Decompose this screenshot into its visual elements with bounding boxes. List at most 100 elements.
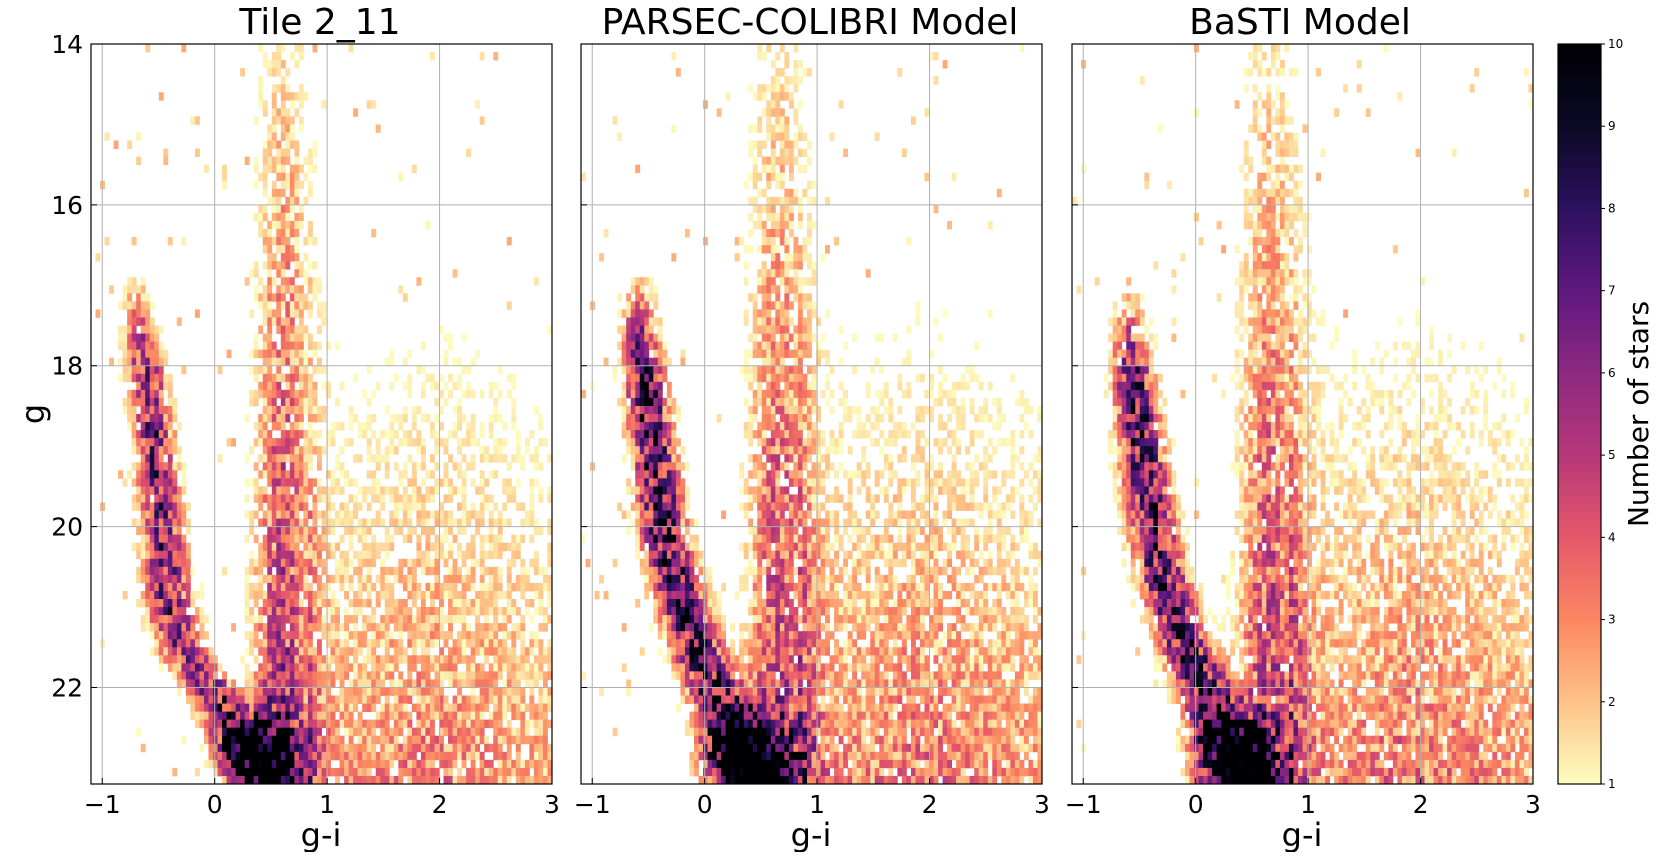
heatmap-cell [285, 607, 290, 615]
heatmap-cell [793, 157, 798, 165]
heatmap-cell [543, 752, 548, 760]
heatmap-cell [484, 776, 489, 784]
heatmap-cell [322, 535, 327, 543]
heatmap-cell [631, 342, 636, 350]
heatmap-cell [631, 382, 636, 390]
heatmap-cell [272, 221, 277, 229]
heatmap-cell [631, 374, 636, 382]
heatmap-cell [290, 221, 295, 229]
heatmap-cell [389, 615, 394, 623]
heatmap-cell [308, 486, 313, 494]
heatmap-cell [303, 567, 308, 575]
heatmap-cell [952, 398, 957, 406]
heatmap-cell [276, 197, 281, 205]
heatmap-cell [394, 728, 399, 736]
heatmap-cell [303, 470, 308, 478]
heatmap-cell [434, 551, 439, 559]
heatmap-cell [362, 728, 367, 736]
heatmap-cell [412, 776, 417, 784]
heatmap-cell [412, 527, 417, 535]
heatmap-cell [775, 108, 780, 116]
heatmap-cell [798, 165, 803, 173]
heatmap-cell [1006, 438, 1011, 446]
heatmap-cell [258, 663, 263, 671]
heatmap-cell [789, 502, 794, 510]
heatmap-cell [466, 543, 471, 551]
heatmap-cell [141, 350, 146, 358]
heatmap-cell [267, 599, 272, 607]
heatmap-cell [757, 326, 762, 334]
heatmap-cell [861, 430, 866, 438]
heatmap-cell [312, 293, 317, 301]
heatmap-cell [784, 486, 789, 494]
heatmap-cell [475, 100, 480, 108]
heatmap-cell [484, 671, 489, 679]
heatmap-cell [879, 366, 884, 374]
heatmap-cell [457, 647, 462, 655]
heatmap-cell [267, 334, 272, 342]
heatmap-cell [744, 502, 749, 510]
heatmap-cell [744, 366, 749, 374]
heatmap-cell [1028, 494, 1033, 502]
heatmap-cell [825, 197, 830, 205]
heatmap-cell [475, 712, 480, 720]
heatmap-cell [294, 181, 299, 189]
heatmap-cell [263, 438, 268, 446]
heatmap-cell [349, 519, 354, 527]
heatmap-cell [466, 639, 471, 647]
heatmap-cell [888, 502, 893, 510]
heatmap-cell [766, 350, 771, 358]
heatmap-cell [195, 309, 200, 317]
heatmap-cell [915, 406, 920, 414]
heatmap-cell [407, 760, 412, 768]
heatmap-cell [888, 438, 893, 446]
heatmap-cell [317, 583, 322, 591]
heatmap-cell [340, 422, 345, 430]
heatmap-cell [1010, 430, 1015, 438]
heatmap-cell [163, 567, 168, 575]
heatmap-cell [448, 591, 453, 599]
heatmap-cell [222, 736, 227, 744]
heatmap-cell [961, 478, 966, 486]
heatmap-cell [812, 494, 817, 502]
heatmap-cell [529, 511, 534, 519]
heatmap-cell [807, 382, 812, 390]
heatmap-cell [358, 607, 363, 615]
heatmap-cell [227, 438, 232, 446]
heatmap-cell [430, 615, 435, 623]
heatmap-cell [398, 494, 403, 502]
heatmap-cell [172, 599, 177, 607]
heatmap-cell [992, 422, 997, 430]
heatmap-cell [775, 382, 780, 390]
heatmap-cell [263, 599, 268, 607]
heatmap-cell [335, 752, 340, 760]
heatmap-cell [376, 478, 381, 486]
heatmap-cell [258, 486, 263, 494]
heatmap-cell [362, 583, 367, 591]
heatmap-cell [150, 350, 155, 358]
heatmap-cell [145, 454, 150, 462]
heatmap-cell [766, 486, 771, 494]
heatmap-cell [172, 639, 177, 647]
heatmap-cell [358, 551, 363, 559]
heatmap-cell [344, 478, 349, 486]
heatmap-cell [653, 462, 658, 470]
heatmap-cell [416, 776, 421, 784]
heatmap-cell [911, 462, 916, 470]
heatmap-cell [394, 663, 399, 671]
heatmap-cell [511, 639, 516, 647]
heatmap-cell [498, 696, 503, 704]
heatmap-cell [412, 623, 417, 631]
heatmap-cell [308, 309, 313, 317]
heatmap-cell [127, 414, 132, 422]
heatmap-cell [649, 438, 654, 446]
heatmap-cell [525, 607, 530, 615]
heatmap-cell [159, 639, 164, 647]
heatmap-cell [267, 736, 272, 744]
heatmap-cell [658, 350, 663, 358]
heatmap-cell [236, 696, 241, 704]
heatmap-cell [425, 623, 430, 631]
heatmap-cell [204, 736, 209, 744]
heatmap-cell [744, 398, 749, 406]
heatmap-cell [150, 301, 155, 309]
